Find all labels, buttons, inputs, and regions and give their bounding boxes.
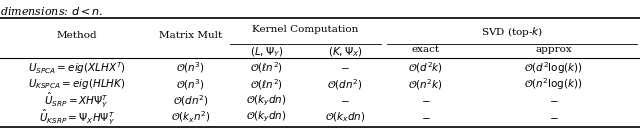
Text: $\mathcal{O}(n^3)$: $\mathcal{O}(n^3)$ [176, 61, 205, 75]
Text: $(L, \Psi_Y)$: $(L, \Psi_Y)$ [250, 45, 283, 59]
Text: Method: Method [56, 31, 97, 40]
Text: $U_{SPCA} = eig(XLHX^T)$: $U_{SPCA} = eig(XLHX^T)$ [28, 60, 126, 76]
Text: $\mathcal{O}(k_y dn)$: $\mathcal{O}(k_y dn)$ [246, 94, 287, 108]
Text: exact: exact [412, 45, 440, 54]
Text: $-$: $-$ [420, 96, 431, 105]
Text: $\hat{U}_{SRP} = XH\Psi_Y^T$: $\hat{U}_{SRP} = XH\Psi_Y^T$ [44, 91, 109, 110]
Text: $\mathcal{O}(dn^2)$: $\mathcal{O}(dn^2)$ [327, 77, 363, 92]
Text: $\mathcal{O}(\ell n^2)$: $\mathcal{O}(\ell n^2)$ [250, 61, 283, 75]
Text: $\mathcal{O}(n^2k)$: $\mathcal{O}(n^2k)$ [408, 77, 443, 92]
Text: $-$: $-$ [340, 96, 350, 105]
Text: $-$: $-$ [548, 113, 559, 122]
Text: $-$: $-$ [340, 63, 350, 72]
Text: $\hat{U}_{KSRP} = \Psi_X H\Psi_Y^T$: $\hat{U}_{KSRP} = \Psi_X H\Psi_Y^T$ [39, 108, 115, 127]
Text: $\mathcal{O}(k_x dn)$: $\mathcal{O}(k_x dn)$ [324, 111, 365, 124]
Text: $\mathcal{O}(d^2\log(k))$: $\mathcal{O}(d^2\log(k))$ [524, 60, 583, 76]
Text: $-$: $-$ [420, 113, 431, 122]
Text: dimensions: $d < n$.: dimensions: $d < n$. [0, 5, 104, 17]
Text: $\mathcal{O}(\ell n^2)$: $\mathcal{O}(\ell n^2)$ [250, 77, 283, 92]
Text: SVD (top-$k$): SVD (top-$k$) [481, 25, 543, 39]
Text: $\mathcal{O}(d^2k)$: $\mathcal{O}(d^2k)$ [408, 61, 443, 75]
Text: $-$: $-$ [548, 96, 559, 105]
Text: $\mathcal{O}(n^3)$: $\mathcal{O}(n^3)$ [176, 77, 205, 92]
Text: $\mathcal{O}(n^2\log(k))$: $\mathcal{O}(n^2\log(k))$ [524, 76, 583, 92]
Text: $U_{KSPCA} = eig(HLHK)$: $U_{KSPCA} = eig(HLHK)$ [28, 77, 125, 91]
Text: $\mathcal{O}(k_y dn)$: $\mathcal{O}(k_y dn)$ [246, 110, 287, 124]
Text: Matrix Mult: Matrix Mult [159, 31, 222, 40]
Text: $\mathcal{O}(dn^2)$: $\mathcal{O}(dn^2)$ [173, 93, 208, 108]
Text: $\mathcal{O}(k_x n^2)$: $\mathcal{O}(k_x n^2)$ [171, 110, 210, 125]
Text: $(K, \Psi_X)$: $(K, \Psi_X)$ [328, 45, 362, 59]
Text: approx: approx [535, 45, 572, 54]
Text: Kernel Computation: Kernel Computation [252, 25, 359, 34]
